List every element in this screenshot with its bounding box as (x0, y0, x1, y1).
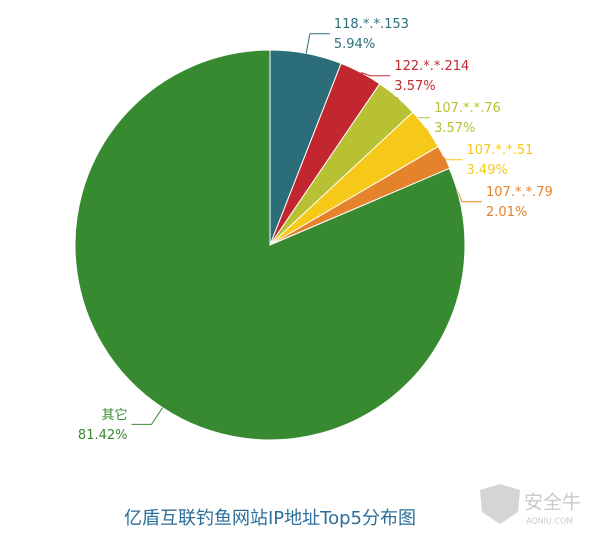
slice-value-label: 81.42% (78, 428, 128, 443)
leader-line (131, 407, 163, 425)
leader-line (360, 72, 391, 77)
slice-value-label: 3.57% (434, 121, 475, 136)
slice-value-label: 3.57% (394, 79, 435, 94)
leader-line (305, 33, 330, 54)
watermark: 安全牛 AQNIU.COM (480, 484, 581, 526)
watermark-text: 安全牛 (524, 492, 581, 514)
watermark-icon (480, 484, 520, 524)
slice-label: 107.*.*.79 (486, 185, 553, 200)
slice-label: 107.*.*.51 (467, 143, 534, 158)
watermark-subtext: AQNIU.COM (526, 517, 573, 526)
slice-label: 107.*.*.76 (434, 101, 501, 116)
slice-value-label: 3.49% (467, 163, 508, 178)
slice-label: 118.*.*.153 (334, 17, 409, 32)
slice-value-label: 2.01% (486, 205, 527, 220)
chart-title: 亿盾互联钓鱼网站IP地址Top5分布图 (124, 508, 416, 529)
slice-label: 其它 (101, 407, 127, 423)
slice-label: 122.*.*.214 (394, 59, 469, 74)
slice-value-label: 5.94% (334, 37, 375, 52)
